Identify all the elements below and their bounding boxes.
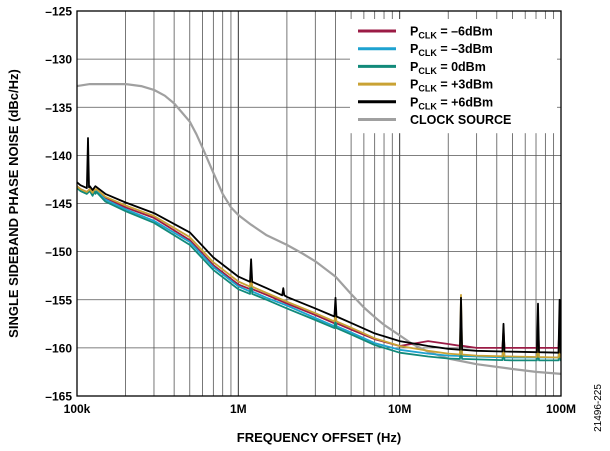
- legend-label: CLOCK SOURCE: [410, 113, 511, 127]
- y-tick-label: –140: [45, 149, 72, 163]
- y-tick-label: –160: [45, 341, 72, 355]
- y-tick-label: –125: [45, 5, 72, 19]
- series-line-1: [76, 185, 562, 349]
- figure-id: 21496-225: [593, 384, 604, 432]
- series-line-5: [76, 137, 562, 354]
- x-tick-label: 10M: [388, 402, 411, 416]
- x-axis-label: FREQUENCY OFFSET (Hz): [237, 430, 401, 445]
- y-tick-label: –135: [45, 101, 72, 115]
- y-tick-label: –150: [45, 245, 72, 259]
- series-line-4: [76, 185, 562, 359]
- series-line-2: [76, 186, 562, 359]
- y-tick-label: –130: [45, 53, 72, 67]
- y-tick-label: –145: [45, 197, 72, 211]
- x-tick-label: 100k: [64, 402, 91, 416]
- tick-labels: –125 –130 –135 –140 –145 –150 –155 –160 –165100k…: [45, 5, 576, 417]
- legend-label: PCLK = –3dBm: [410, 42, 493, 58]
- legend-label: PCLK = 0dBm: [410, 60, 486, 76]
- legend-label: PCLK = –6dBm: [410, 25, 493, 41]
- legend-label: PCLK = +6dBm: [410, 95, 493, 111]
- x-tick-label: 100M: [546, 402, 576, 416]
- series-line-6: [76, 83, 562, 375]
- series-lines: [76, 83, 562, 375]
- y-tick-label: –155: [45, 293, 72, 307]
- series-line-3: [76, 187, 562, 362]
- legend-background: [350, 19, 557, 134]
- y-axis-label: SINGLE SIDEBAND PHASE NOISE (dBc/Hz): [6, 69, 21, 338]
- legend-label: PCLK = +3dBm: [410, 78, 493, 94]
- plot-frame: [76, 10, 562, 397]
- y-tick-label: –165: [45, 390, 72, 404]
- x-tick-label: 1M: [230, 402, 247, 416]
